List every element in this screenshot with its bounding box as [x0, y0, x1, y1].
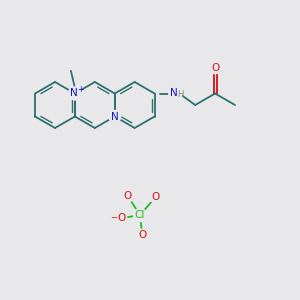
Text: N: N: [111, 112, 118, 122]
Circle shape: [109, 110, 121, 122]
Circle shape: [116, 213, 127, 224]
Text: O: O: [117, 213, 125, 223]
Circle shape: [68, 87, 81, 100]
Circle shape: [134, 208, 146, 221]
Text: N: N: [170, 88, 178, 98]
Text: N: N: [70, 88, 77, 98]
Circle shape: [210, 63, 220, 74]
Text: +: +: [77, 85, 84, 94]
Text: Cl: Cl: [135, 210, 145, 220]
Circle shape: [150, 192, 161, 203]
Circle shape: [169, 87, 182, 100]
Text: −: −: [110, 213, 117, 222]
Text: H: H: [177, 90, 184, 99]
Text: O: O: [138, 230, 146, 240]
Text: O: O: [151, 192, 160, 203]
Text: O: O: [211, 63, 219, 73]
Circle shape: [122, 191, 134, 202]
Circle shape: [137, 229, 148, 240]
Text: O: O: [124, 191, 132, 201]
